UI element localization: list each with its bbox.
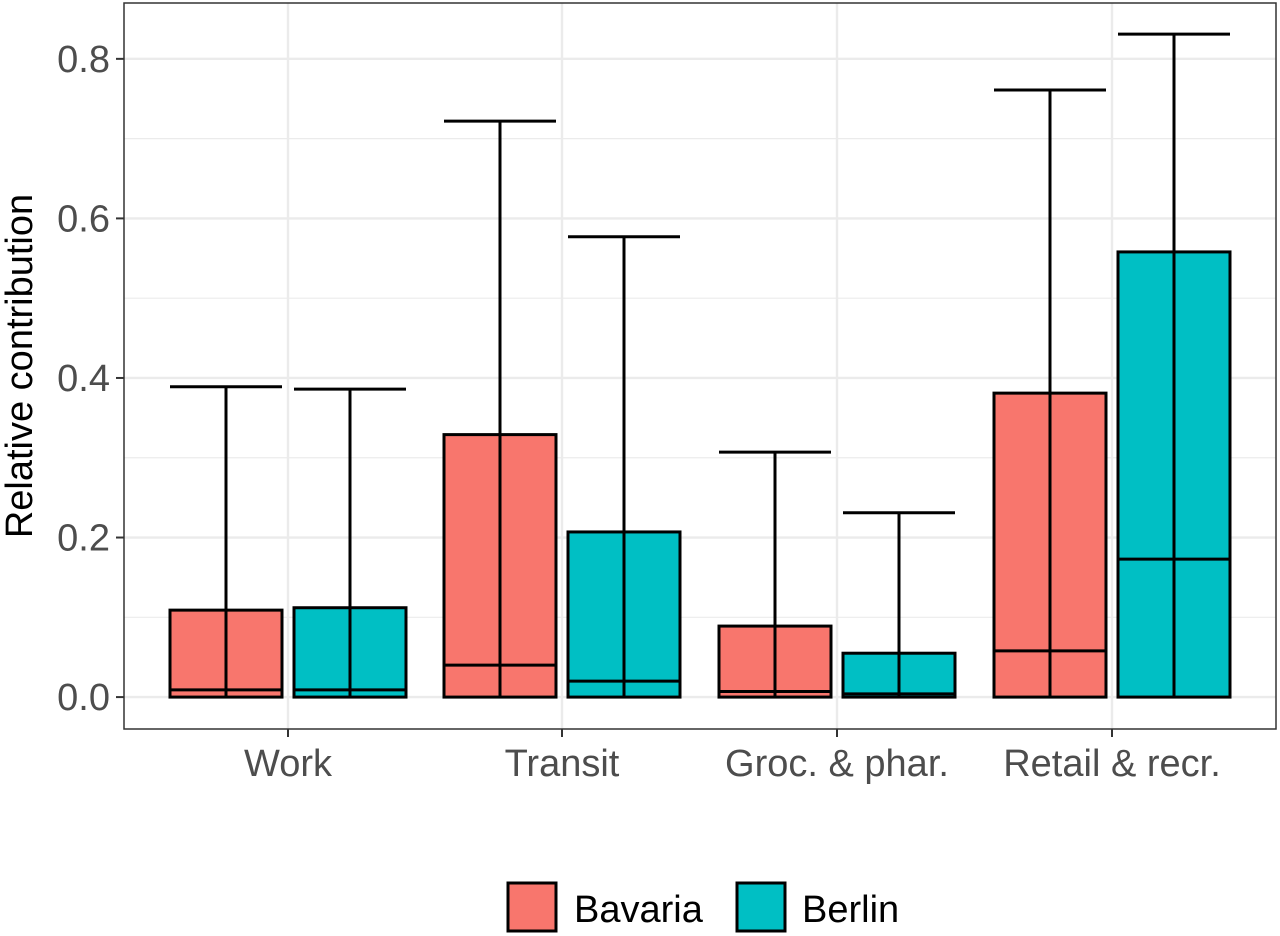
x-tick-label: Work [244, 743, 333, 785]
legend-label-bavaria: Bavaria [574, 889, 704, 931]
bars [168, 32, 1232, 699]
legend-key-berlin [735, 881, 787, 933]
legend: Bavaria Berlin [506, 881, 899, 933]
y-tick-label: 0.4 [57, 358, 110, 400]
legend-label-berlin: Berlin [802, 889, 899, 931]
y-tick-label: 0.2 [57, 518, 110, 560]
y-tick-label: 0.6 [57, 198, 110, 240]
y-axis: 0.0 0.2 0.4 0.6 0.8 [57, 39, 124, 719]
y-tick-label: 0.8 [57, 39, 110, 81]
y-tick-label: 0.0 [57, 677, 110, 719]
x-tick-label: Transit [505, 743, 620, 785]
x-axis: Work Transit Groc. & phar. Retail & recr. [244, 729, 1221, 785]
x-tick-label: Retail & recr. [1003, 743, 1221, 785]
plot-panel-border [123, 2, 1277, 730]
x-tick-label: Groc. & phar. [725, 743, 949, 785]
y-axis-title: Relative contribution [0, 194, 41, 538]
legend-key-bavaria [506, 881, 558, 933]
